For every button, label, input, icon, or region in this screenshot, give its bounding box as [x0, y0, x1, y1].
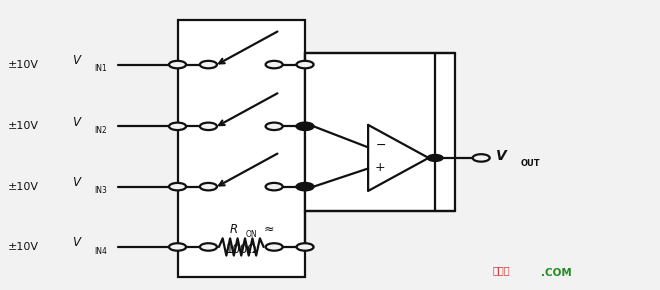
Circle shape: [169, 243, 186, 251]
Circle shape: [265, 243, 282, 251]
Text: ±10V: ±10V: [8, 182, 39, 192]
Text: ±10V: ±10V: [8, 242, 39, 252]
Text: OUT: OUT: [521, 159, 541, 168]
Text: −: −: [376, 139, 387, 153]
Text: V: V: [73, 176, 81, 189]
Text: IN3: IN3: [94, 186, 107, 195]
Text: V: V: [73, 54, 81, 67]
Circle shape: [200, 243, 217, 251]
Bar: [178, 20, 305, 277]
Circle shape: [296, 123, 314, 130]
Circle shape: [265, 123, 282, 130]
Text: IN4: IN4: [94, 247, 107, 256]
Circle shape: [265, 183, 282, 190]
Circle shape: [200, 183, 217, 190]
Text: .COM: .COM: [541, 268, 572, 278]
Text: ±10V: ±10V: [8, 121, 39, 131]
Circle shape: [200, 61, 217, 68]
Text: 接线图: 接线图: [492, 265, 510, 275]
Text: IN2: IN2: [94, 126, 107, 135]
Circle shape: [265, 61, 282, 68]
Text: V: V: [73, 236, 81, 249]
Circle shape: [296, 183, 314, 190]
Circle shape: [169, 61, 186, 68]
Text: V: V: [73, 115, 81, 128]
Text: +: +: [375, 161, 385, 174]
Circle shape: [169, 123, 186, 130]
Circle shape: [473, 154, 490, 162]
Circle shape: [296, 61, 314, 68]
Text: IN1: IN1: [94, 64, 107, 73]
Circle shape: [200, 123, 217, 130]
Circle shape: [297, 183, 313, 190]
Text: ±10V: ±10V: [8, 59, 39, 70]
Circle shape: [297, 123, 313, 130]
Text: ≈: ≈: [259, 223, 274, 236]
Text: ON: ON: [246, 230, 257, 239]
Circle shape: [427, 155, 443, 161]
Text: V: V: [496, 149, 507, 163]
Bar: [305, 53, 455, 211]
Text: R: R: [230, 223, 238, 236]
Circle shape: [169, 183, 186, 190]
Circle shape: [296, 243, 314, 251]
Text: 100Ω: 100Ω: [226, 243, 257, 256]
